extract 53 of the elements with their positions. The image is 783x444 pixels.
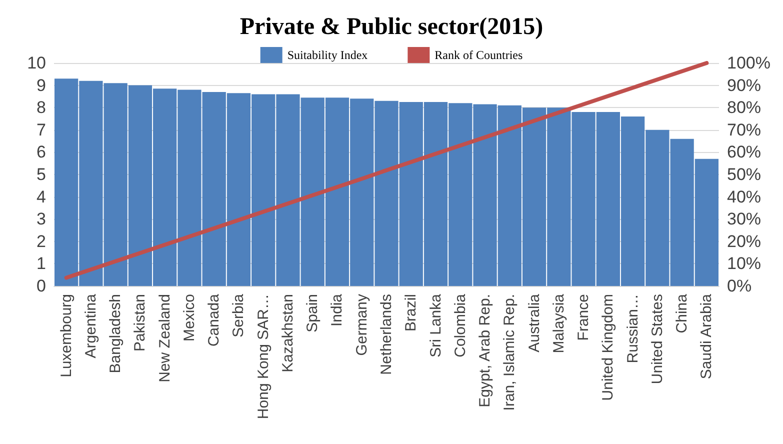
line-series [64, 61, 709, 280]
x-tick-label: China [674, 293, 691, 334]
y2-tick-label: 90% [727, 76, 762, 95]
y2-tick-label: 40% [727, 187, 762, 206]
x-tick-label: Argentina [82, 293, 100, 358]
x-tick-label: Hong Kong SAR… [254, 294, 272, 420]
y2-tick-label: 80% [727, 98, 762, 118]
y2-tick-label: 0% [727, 276, 752, 296]
y2-tick-label: 10% [727, 254, 762, 274]
x-tick-label: Egypt, Arab Rep. [476, 294, 494, 408]
y-tick-label: 7 [36, 120, 46, 140]
y-tick-label: 3 [36, 210, 46, 229]
x-tick-label: Serbia [230, 293, 248, 338]
x-tick-label: Russian… [624, 294, 642, 364]
y-tick-label: 5 [36, 165, 46, 184]
y-tick-label: 0 [36, 276, 46, 296]
x-tick-label: France [575, 294, 592, 341]
x-tick-label: New Zealand [156, 294, 174, 382]
x-tick-label: Mexico [180, 294, 198, 342]
chart-title: Private & Public sector(2015) [240, 14, 544, 40]
x-tick-label: Spain [304, 294, 322, 332]
x-tick-label: Netherlands [378, 294, 395, 375]
x-tick-label: United Kingdom [600, 294, 617, 401]
y2-tick-label: 70% [727, 120, 762, 140]
x-tick-label: United States [648, 294, 666, 384]
x-tick-label: Bangladesh [107, 294, 124, 374]
y2-tick-label: 30% [727, 210, 762, 229]
y-tick-label: 6 [36, 142, 46, 162]
y2-tick-label: 50% [727, 165, 762, 184]
legend-label: Suitability Index [287, 48, 368, 62]
x-tick-label: Canada [206, 293, 223, 347]
x-tick-label: Sri Lanka [427, 293, 444, 358]
x-tick-label: Pakistan [132, 294, 149, 352]
y-tick-label: 10 [27, 54, 46, 72]
x-tick-label: Australia [526, 293, 543, 352]
legend-label: Rank of Countries [434, 48, 523, 62]
y2-tick-label: 100% [727, 54, 770, 72]
x-tick-label: Germany [353, 294, 370, 356]
x-tick-label: Luxembourg [58, 294, 75, 378]
y2-tick-label: 60% [727, 142, 762, 162]
y-tick-label: 1 [36, 254, 46, 274]
x-tick-label: Kazakhstan [279, 294, 296, 372]
y-tick-label: 4 [36, 187, 46, 206]
x-tick-label: Malaysia [550, 293, 568, 354]
x-tick-label: Iran, Islamic Rep. [501, 294, 518, 411]
x-tick-label: Saudi Arabia [698, 293, 716, 380]
x-tick-label: India [328, 293, 346, 327]
y2-tick-label: 20% [727, 232, 762, 251]
y-tick-label: 2 [36, 232, 46, 251]
x-tick-label: Brazil [402, 294, 420, 332]
y-tick-label: 8 [36, 98, 46, 118]
x-tick-label: Colombia [452, 293, 469, 358]
y-tick-label: 9 [36, 76, 46, 95]
